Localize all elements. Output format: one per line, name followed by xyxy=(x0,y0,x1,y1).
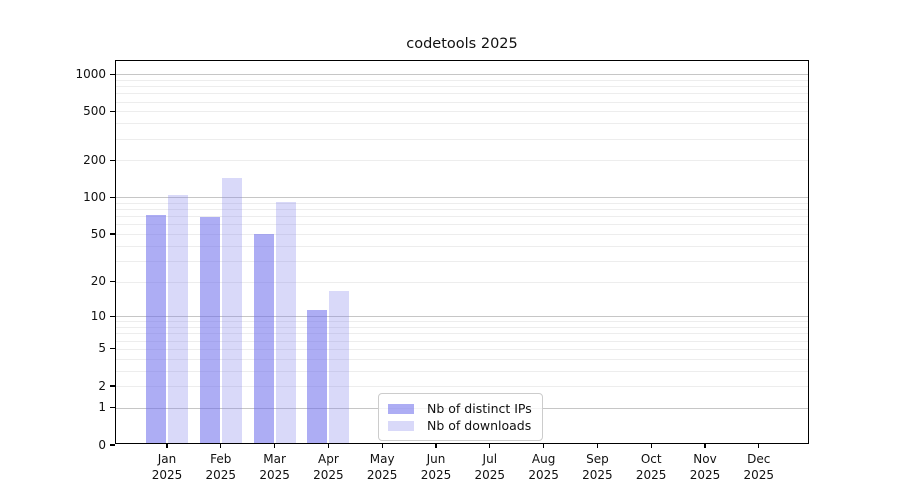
x-axis-tick-label: Feb 2025 xyxy=(205,452,237,482)
y-tick-mark xyxy=(110,233,115,235)
legend-swatch-distinct-ips xyxy=(388,403,414,414)
minor-gridline xyxy=(116,281,808,283)
major-gridline xyxy=(116,316,808,318)
y-axis-tick-label: 50 xyxy=(90,226,106,241)
minor-gridline xyxy=(116,327,808,329)
x-axis-tick-label: Nov 2025 xyxy=(689,452,721,482)
minor-gridline xyxy=(116,160,808,162)
y-axis-tick-label: 20 xyxy=(90,274,106,289)
x-tick-mark xyxy=(758,443,760,448)
x-axis-tick-label: Aug 2025 xyxy=(528,452,559,482)
minor-gridline xyxy=(116,333,808,335)
minor-gridline xyxy=(116,101,808,103)
minor-gridline xyxy=(116,86,808,88)
y-tick-mark xyxy=(110,444,115,446)
y-tick-mark xyxy=(110,159,115,161)
x-tick-mark xyxy=(381,443,383,448)
x-tick-mark xyxy=(704,443,706,448)
x-tick-mark xyxy=(435,443,437,448)
minor-gridline xyxy=(116,358,808,360)
minor-gridline xyxy=(116,111,808,113)
x-tick-mark xyxy=(543,443,545,448)
y-axis-tick-label: 2 xyxy=(98,378,106,393)
y-tick-mark xyxy=(110,281,115,283)
y-axis-tick-label: 1 xyxy=(98,400,106,415)
x-axis-tick-label: Jul 2025 xyxy=(474,452,506,482)
x-axis-tick-label: Apr 2025 xyxy=(313,452,344,482)
y-tick-mark xyxy=(110,196,115,198)
x-axis-tick-label: Oct 2025 xyxy=(635,452,667,482)
bar-downloads-jan xyxy=(168,195,188,443)
bar-downloads-apr xyxy=(329,291,350,443)
x-tick-mark xyxy=(166,443,168,448)
x-tick-mark xyxy=(274,443,276,448)
bar-distinct-ips-jan xyxy=(146,215,166,443)
x-axis-tick-label: Mar 2025 xyxy=(259,452,290,482)
legend-label-distinct-ips: Nb of distinct IPs xyxy=(427,401,532,416)
bar-downloads-feb xyxy=(221,177,242,443)
bar-downloads-mar xyxy=(275,202,296,443)
y-axis-tick-label: 10 xyxy=(90,308,106,323)
minor-gridline xyxy=(116,386,808,387)
x-axis-tick-label: May 2025 xyxy=(366,452,398,482)
minor-gridline xyxy=(116,79,808,81)
y-tick-mark xyxy=(110,385,115,387)
minor-gridline xyxy=(116,209,808,211)
x-tick-mark xyxy=(596,443,598,448)
bar-distinct-ips-mar xyxy=(253,234,274,443)
legend-swatch-downloads xyxy=(388,420,414,431)
x-axis-tick-label: Sep 2025 xyxy=(582,452,613,482)
minor-gridline xyxy=(116,321,808,323)
minor-gridline xyxy=(116,202,808,204)
minor-gridline xyxy=(116,340,808,342)
minor-gridline xyxy=(116,260,808,262)
bar-distinct-ips-feb xyxy=(199,216,220,443)
y-axis-tick-label: 0 xyxy=(98,437,106,452)
bar-distinct-ips-apr xyxy=(307,309,328,443)
minor-gridline xyxy=(116,348,808,350)
major-gridline xyxy=(116,197,808,199)
x-tick-mark xyxy=(650,443,652,448)
x-tick-mark xyxy=(489,443,491,448)
minor-gridline xyxy=(116,138,808,140)
x-axis-tick-label: Jun 2025 xyxy=(420,452,452,482)
minor-gridline xyxy=(116,224,808,226)
y-tick-mark xyxy=(110,110,115,112)
x-tick-mark xyxy=(220,443,222,448)
legend-row-downloads: Nb of downloads xyxy=(388,417,532,434)
y-tick-mark xyxy=(110,348,115,350)
legend-label-downloads: Nb of downloads xyxy=(427,418,532,433)
x-tick-mark xyxy=(327,443,329,448)
x-axis-tick-label: Jan 2025 xyxy=(151,452,183,482)
plot-area: 0 1 2 5 10 20 50 100 200 500 1000 Jan 2025 Feb 2025 M… xyxy=(75,60,809,482)
y-tick-mark xyxy=(110,315,115,317)
y-axis-tick-label: 5 xyxy=(98,341,106,356)
minor-gridline xyxy=(116,245,808,247)
y-tick-mark xyxy=(110,73,115,75)
y-tick-mark xyxy=(110,407,115,409)
y-axis-tick-label: 100 xyxy=(83,189,106,204)
minor-gridline xyxy=(116,123,808,125)
x-axis-tick-label: Dec 2025 xyxy=(743,452,775,482)
minor-gridline xyxy=(116,93,808,95)
legend-row-distinct-ips: Nb of distinct IPs xyxy=(388,400,532,417)
major-gridline xyxy=(116,74,808,76)
minor-gridline xyxy=(116,216,808,218)
y-axis-tick-label: 1000 xyxy=(75,66,106,81)
legend: Nb of distinct IPs Nb of downloads xyxy=(378,393,543,441)
y-axis-tick-label: 500 xyxy=(83,103,106,118)
chart-title: codetools 2025 xyxy=(406,36,518,52)
minor-gridline xyxy=(116,234,808,235)
y-axis-tick-label: 200 xyxy=(83,152,106,167)
minor-gridline xyxy=(116,370,808,372)
